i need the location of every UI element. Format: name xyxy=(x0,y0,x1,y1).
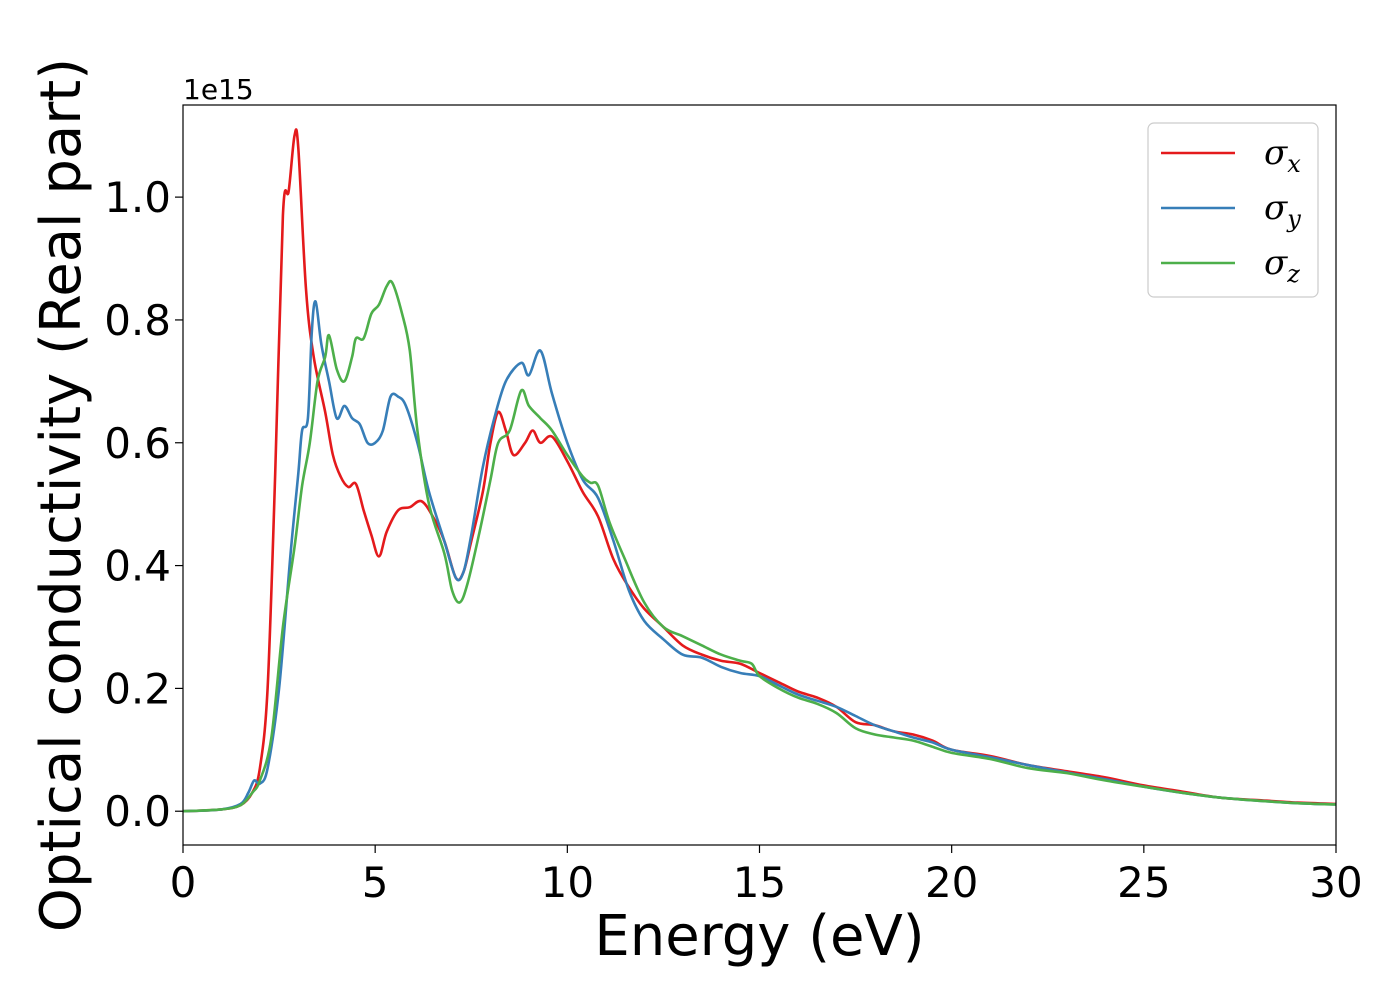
series-line-sigma-x xyxy=(182,128,1337,813)
y-axis-title: Optical conductivity (Real part) xyxy=(29,58,94,932)
series-line-sigma-z xyxy=(182,279,1337,813)
series-lines xyxy=(182,128,1337,813)
x-axis-ticks: 0 5 10 15 20 25 30 xyxy=(170,845,1363,907)
y-tick-label: 0.8 xyxy=(104,296,171,345)
y-tick-label: 0.6 xyxy=(104,419,171,468)
x-tick-label: 20 xyxy=(925,858,978,907)
y-tick-label: 0.4 xyxy=(104,542,171,591)
y-axis-offset-label: 1e15 xyxy=(183,73,254,106)
x-tick-label: 15 xyxy=(733,858,786,907)
y-tick-label: 0.0 xyxy=(104,787,171,836)
x-tick-label: 30 xyxy=(1309,858,1362,907)
series-line-sigma-y xyxy=(182,300,1337,813)
x-tick-label: 0 xyxy=(170,858,197,907)
y-tick-label: 0.2 xyxy=(104,664,171,713)
x-tick-label: 25 xyxy=(1117,858,1170,907)
y-tick-label: 1.0 xyxy=(104,173,171,222)
x-tick-label: 10 xyxy=(541,858,594,907)
x-tick-label: 5 xyxy=(362,858,389,907)
x-axis-title: Energy (eV) xyxy=(594,904,924,969)
y-axis-ticks: 0.0 0.2 0.4 0.6 0.8 1.0 xyxy=(104,173,183,836)
legend-box xyxy=(1147,122,1319,298)
